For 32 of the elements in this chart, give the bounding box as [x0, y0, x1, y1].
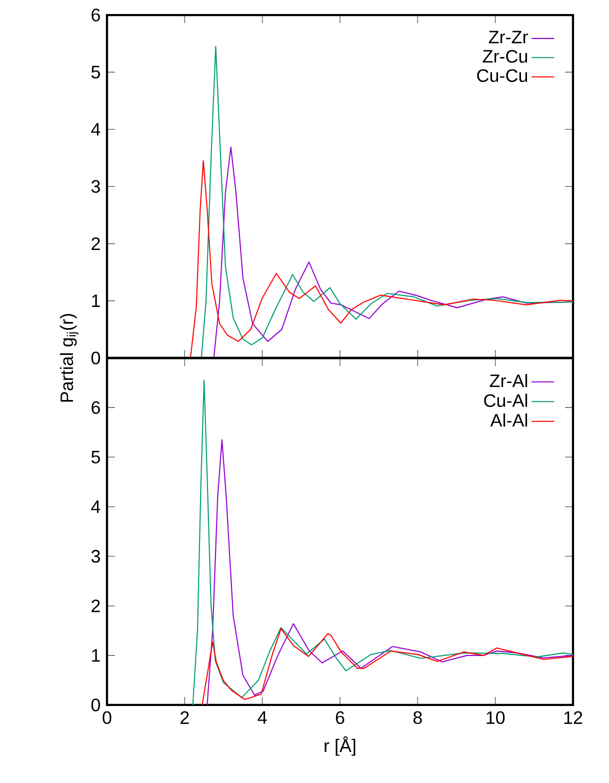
y-tick-label: 6: [92, 8, 100, 22]
y-tick-label: 2: [92, 237, 100, 250]
legend-label: Zr-Zr: [488, 30, 528, 44]
y-tick-label: 3: [91, 180, 100, 193]
x-tick-label: 4: [258, 711, 267, 724]
y-tick-label: 1: [92, 294, 100, 308]
legend-label: Cu-Al: [484, 394, 528, 407]
y-tick-label: 4: [91, 123, 100, 136]
y-tick-label: 3: [91, 550, 100, 563]
legend-label: Cu-Cu: [477, 69, 528, 82]
x-tick-label: 8: [413, 711, 422, 724]
x-tick-label: 6: [336, 711, 344, 724]
y-tick-label: 2: [92, 600, 100, 612]
y-tick-label: 1: [92, 649, 100, 662]
x-tick-label: 12: [564, 711, 582, 724]
y-tick-label: 6: [92, 401, 100, 414]
y-tick-label: 0: [91, 352, 100, 364]
y-tick-label: 5: [91, 66, 100, 78]
y-axis-title: Partial g$_{ij}$(r): [60, 314, 78, 402]
line-series: [206, 439, 573, 705]
line-series: [202, 628, 573, 705]
y-tick-label: 4: [91, 500, 100, 513]
x-tick-label: 2: [180, 711, 189, 724]
line-series: [200, 46, 573, 358]
x-axis-title: r [Å]: [324, 736, 356, 756]
legend-label: Zr-Al: [490, 374, 528, 388]
x-tick-label: 10: [486, 711, 505, 724]
y-tick-label: 0: [91, 698, 100, 712]
x-tick-label: 0: [102, 711, 112, 724]
y-tick-label: 5: [91, 450, 100, 464]
legend-label: Zr-Cu: [482, 50, 528, 63]
legend-label: Al-Al: [490, 413, 528, 427]
